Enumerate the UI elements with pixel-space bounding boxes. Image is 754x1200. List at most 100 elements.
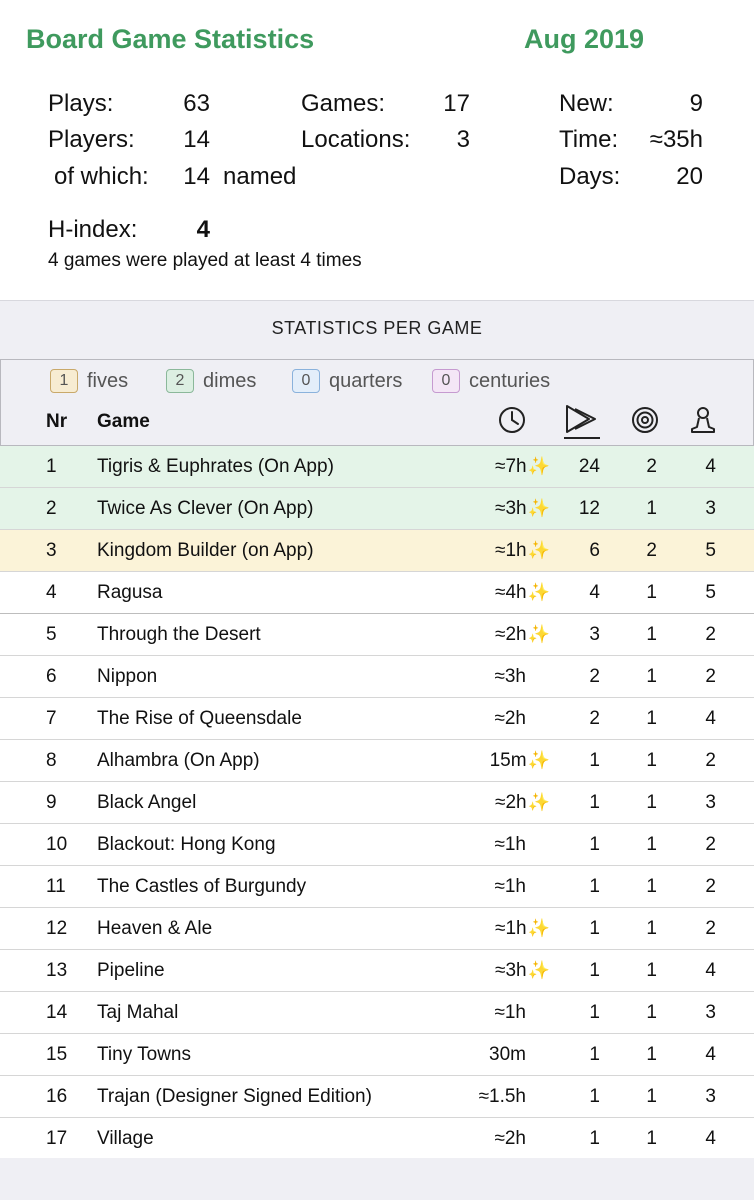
row-game-name: Tigris & Euphrates (On App)	[97, 446, 334, 487]
row-plays-text: 3	[589, 624, 600, 645]
table-row[interactable]: 14 Taj Mahal ≈1h 1 1 3	[0, 992, 754, 1034]
row-wins: 1	[646, 1118, 657, 1159]
row-game-name-text: Taj Mahal	[97, 1002, 179, 1023]
row-players: 4	[705, 950, 716, 991]
row-game-name-text: Twice As Clever (On App)	[97, 498, 314, 519]
row-plays-text: 1	[589, 960, 600, 981]
row-time-text: 15m	[489, 750, 527, 771]
hindex-value: 4	[196, 216, 210, 243]
legend-quarters: 0 quarters	[292, 369, 402, 393]
table-row[interactable]: 12 Heaven & Ale ≈1h✨ 1 1 2	[0, 908, 754, 950]
row-time-text: ≈1.5h	[478, 1086, 526, 1107]
row-wins: 1	[646, 1034, 657, 1075]
row-game-name: Twice As Clever (On App)	[97, 488, 313, 529]
days-value: 20	[676, 163, 703, 190]
row-players: 2	[705, 866, 716, 907]
row-wins: 1	[646, 698, 657, 739]
legend-quarters-label: quarters	[329, 369, 403, 392]
table-row[interactable]: 8 Alhambra (On App) 15m✨ 1 1 2	[0, 740, 754, 782]
row-plays: 1	[589, 1034, 600, 1075]
sparkle-icon: ✨	[527, 918, 550, 938]
row-time-text: ≈3h	[495, 498, 527, 519]
row-game-name: Through the Desert	[97, 614, 261, 655]
sparkle-icon: ✨	[527, 960, 550, 980]
row-wins: 1	[646, 866, 657, 907]
table-row[interactable]: 7 The Rise of Queensdale ≈2h 2 1 4	[0, 698, 754, 740]
row-nr: 13	[46, 950, 67, 991]
row-wins-text: 1	[646, 918, 657, 939]
row-wins-text: 1	[646, 624, 657, 645]
locations-label: Locations:	[301, 126, 411, 153]
row-game-name-text: The Castles of Burgundy	[97, 876, 307, 897]
hindex-label: H-index:	[48, 216, 138, 243]
sparkle-icon: ✨	[527, 582, 550, 602]
games-label: Games:	[301, 90, 386, 117]
row-game-name-text: Village	[97, 1128, 154, 1149]
row-wins-text: 1	[646, 750, 657, 771]
column-nr[interactable]: Nr	[46, 411, 68, 432]
row-time: ≈3h✨	[495, 950, 550, 991]
row-wins-text: 1	[646, 960, 657, 981]
row-game-name-text: Nippon	[97, 666, 158, 687]
row-time: ≈4h✨	[495, 572, 550, 613]
table-row[interactable]: 5 Through the Desert ≈2h✨ 3 1 2	[0, 614, 754, 656]
row-nr: 14	[46, 992, 67, 1033]
row-players: 3	[705, 1076, 716, 1117]
legend-dimes: 2 dimes	[166, 369, 256, 393]
legend-centuries-count: 0	[432, 369, 460, 393]
row-nr: 5	[46, 614, 57, 655]
clock-icon[interactable]	[497, 405, 527, 440]
row-plays-text: 1	[589, 1044, 600, 1065]
table-row[interactable]: 16 Trajan (Designer Signed Edition) ≈1.5h 1…	[0, 1076, 754, 1118]
row-game-name: Kingdom Builder (on App)	[97, 530, 314, 571]
row-players-text: 4	[705, 1044, 716, 1065]
row-wins: 1	[646, 572, 657, 613]
table-row[interactable]: 17 Village ≈2h 1 1 4	[0, 1118, 754, 1160]
row-players-text: 2	[705, 624, 716, 645]
table-row[interactable]: 3 Kingdom Builder (on App) ≈1h✨ 6 2 5	[0, 530, 754, 572]
row-plays-text: 6	[589, 540, 600, 561]
target-icon[interactable]	[630, 405, 660, 440]
row-plays: 24	[579, 446, 600, 487]
ofwhich-label: of which:	[54, 163, 149, 190]
row-wins: 1	[646, 908, 657, 949]
row-plays-text: 1	[589, 1128, 600, 1149]
row-game-name: The Castles of Burgundy	[97, 866, 306, 907]
row-wins: 1	[646, 1076, 657, 1117]
table-row[interactable]: 9 Black Angel ≈2h✨ 1 1 3	[0, 782, 754, 824]
row-players-text: 4	[705, 960, 716, 981]
table-row[interactable]: 2 Twice As Clever (On App) ≈3h✨ 12 1 3	[0, 488, 754, 530]
row-nr: 1	[46, 446, 57, 487]
player-icon[interactable]	[688, 405, 718, 440]
games-value: 17	[443, 90, 470, 117]
row-wins: 1	[646, 782, 657, 823]
row-game-name: Pipeline	[97, 950, 165, 991]
row-players: 4	[705, 1034, 716, 1075]
row-game-name-text: Trajan (Designer Signed Edition)	[97, 1086, 372, 1107]
row-time-text: ≈2h	[494, 708, 526, 729]
row-plays: 12	[579, 488, 600, 529]
table-row[interactable]: 11 The Castles of Burgundy ≈1h 1 1 2	[0, 866, 754, 908]
column-game[interactable]: Game	[97, 411, 150, 432]
row-players-text: 2	[705, 750, 716, 771]
plays-label: Plays:	[48, 90, 114, 117]
row-time-text: ≈7h	[495, 456, 527, 477]
row-game-name-text: Heaven & Ale	[97, 918, 213, 939]
table-row[interactable]: 13 Pipeline ≈3h✨ 1 1 4	[0, 950, 754, 992]
sparkle-icon: ✨	[527, 624, 550, 644]
table-row[interactable]: 15 Tiny Towns 30m 1 1 4	[0, 1034, 754, 1076]
row-wins-text: 1	[646, 1002, 657, 1023]
table-row[interactable]: 10 Blackout: Hong Kong ≈1h 1 1 2	[0, 824, 754, 866]
legend-dimes-count: 2	[166, 369, 194, 393]
row-players-text: 4	[705, 456, 716, 477]
row-wins-text: 1	[646, 876, 657, 897]
table-row[interactable]: 4 Ragusa ≈4h✨ 4 1 5	[0, 572, 754, 615]
plays-icon[interactable]	[562, 403, 602, 446]
row-game-name-text: Tiny Towns	[97, 1044, 191, 1065]
row-wins-text: 1	[646, 792, 657, 813]
row-game-name-text: Through the Desert	[97, 624, 261, 645]
table-row[interactable]: 1 Tigris & Euphrates (On App) ≈7h✨ 24 2 4	[0, 446, 754, 488]
row-time: ≈2h	[494, 698, 526, 739]
table-row[interactable]: 6 Nippon ≈3h 2 1 2	[0, 656, 754, 698]
ofwhich-value: 14	[183, 163, 210, 190]
